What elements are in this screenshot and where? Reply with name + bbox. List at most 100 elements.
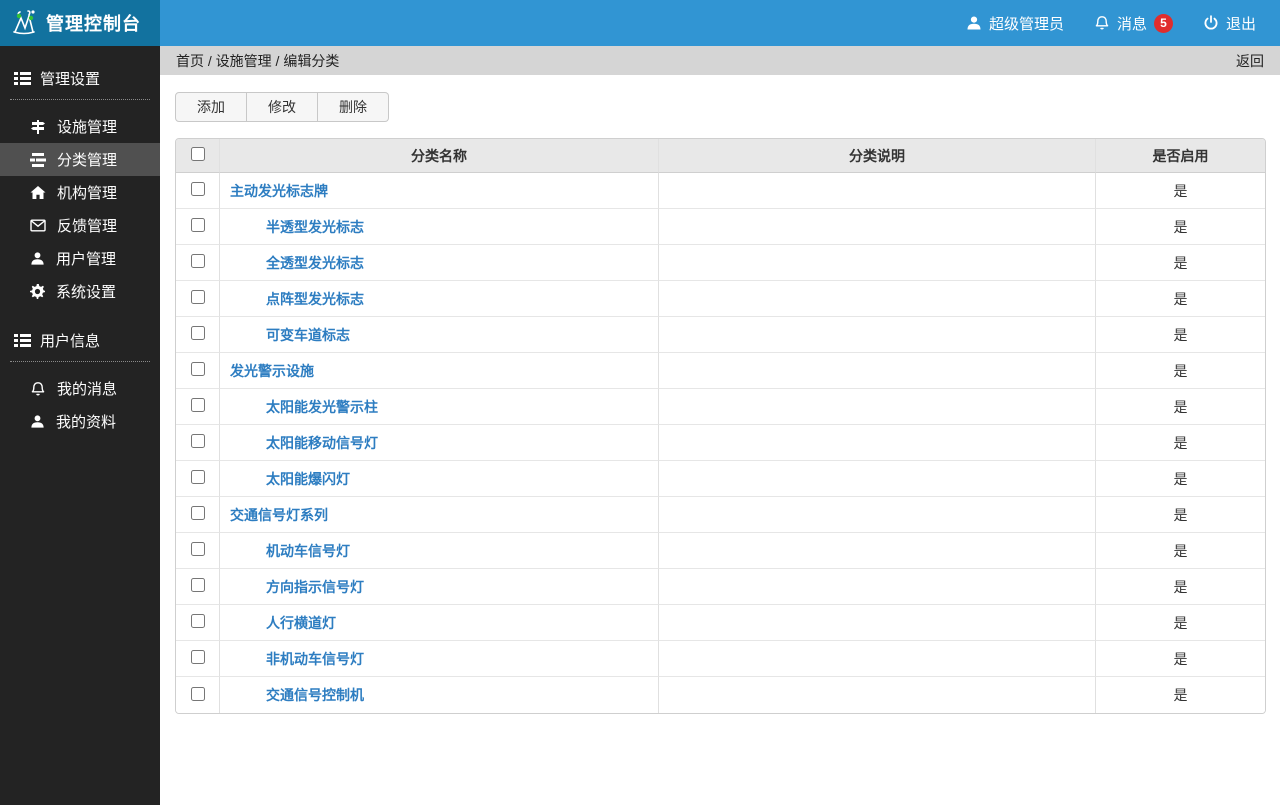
table-row: 点阵型发光标志 是 bbox=[176, 281, 1265, 317]
column-header-name: 分类名称 bbox=[219, 139, 658, 173]
row-select-cell bbox=[176, 353, 219, 389]
column-header-description: 分类说明 bbox=[658, 139, 1095, 173]
table-row: 太阳能发光警示柱 是 bbox=[176, 389, 1265, 425]
category-name-cell: 交通信号控制机 bbox=[219, 677, 658, 713]
category-enabled-cell: 是 bbox=[1095, 173, 1265, 209]
row-checkbox[interactable] bbox=[190, 686, 205, 701]
sidebar-item-label: 我的消息 bbox=[57, 381, 118, 398]
sidebar-item[interactable]: 我的消息 bbox=[0, 372, 160, 405]
category-link[interactable]: 太阳能发光警示柱 bbox=[266, 398, 378, 415]
category-description-cell bbox=[658, 209, 1095, 245]
logout-label: 退出 bbox=[1225, 15, 1256, 33]
table-row: 非机动车信号灯 是 bbox=[176, 641, 1265, 677]
signpost-icon bbox=[30, 119, 46, 135]
gear-icon bbox=[30, 284, 45, 299]
sidebar-section-label: 管理设置 bbox=[40, 71, 101, 88]
messages-button[interactable]: 消息 5 bbox=[1094, 13, 1173, 34]
row-checkbox[interactable] bbox=[190, 506, 205, 520]
category-description-cell bbox=[658, 461, 1095, 497]
category-name-cell: 方向指示信号灯 bbox=[219, 569, 658, 605]
edit-button[interactable]: 修改 bbox=[247, 92, 318, 122]
row-select-cell bbox=[176, 281, 219, 317]
sidebar-item[interactable]: 分类管理 bbox=[0, 143, 160, 176]
delete-button[interactable]: 删除 bbox=[318, 92, 389, 122]
row-select-cell bbox=[176, 425, 219, 461]
back-link[interactable]: 返回 bbox=[1236, 52, 1264, 69]
table-row: 交通信号灯系列 是 bbox=[176, 497, 1265, 533]
divider bbox=[10, 99, 150, 100]
envelope-icon bbox=[30, 219, 46, 232]
bell-icon bbox=[30, 381, 46, 397]
list-icon bbox=[14, 333, 31, 348]
sidebar: 管理设置设施管理分类管理机构管理 反馈管理 用户管理 系统设置用户信息我的消息我的资料 bbox=[0, 46, 160, 805]
main-content: 添加 修改 删除 分类名称 分类说明 是否启用 主动发光标志牌是半透型发光标志是… bbox=[160, 75, 1280, 714]
category-name-cell: 交通信号灯系列 bbox=[219, 497, 658, 533]
category-link[interactable]: 交通信号灯系列 bbox=[230, 506, 328, 523]
category-link[interactable]: 非机动车信号灯 bbox=[266, 650, 364, 667]
sidebar-item[interactable]: 我的资料 bbox=[0, 405, 160, 438]
row-checkbox[interactable] bbox=[190, 182, 205, 196]
table-row: 太阳能爆闪灯 是 bbox=[176, 461, 1265, 497]
select-all-checkbox[interactable] bbox=[190, 147, 205, 161]
row-checkbox[interactable] bbox=[190, 254, 205, 268]
row-checkbox[interactable] bbox=[190, 290, 205, 304]
table-row: 半透型发光标志 是 bbox=[176, 209, 1265, 245]
category-description-cell bbox=[658, 281, 1095, 317]
sidebar-item[interactable]: 机构管理 bbox=[0, 176, 160, 209]
user-icon bbox=[966, 15, 982, 31]
row-checkbox[interactable] bbox=[190, 578, 205, 592]
category-link[interactable]: 点阵型发光标志 bbox=[266, 290, 364, 307]
row-checkbox[interactable] bbox=[190, 434, 205, 448]
category-description-cell bbox=[658, 641, 1095, 677]
category-link[interactable]: 全透型发光标志 bbox=[266, 254, 364, 271]
category-link[interactable]: 人行横道灯 bbox=[266, 614, 336, 631]
sidebar-section-label: 用户信息 bbox=[40, 333, 101, 350]
row-select-cell bbox=[176, 605, 219, 641]
add-button[interactable]: 添加 bbox=[175, 92, 247, 122]
user-icon bbox=[30, 251, 45, 266]
category-description-cell bbox=[658, 677, 1095, 713]
category-link[interactable]: 发光警示设施 bbox=[230, 362, 314, 379]
row-checkbox[interactable] bbox=[190, 326, 205, 340]
sidebar-item[interactable]: 反馈管理 bbox=[0, 209, 160, 242]
category-link[interactable]: 可变车道标志 bbox=[266, 326, 350, 343]
sidebar-item[interactable]: 设施管理 bbox=[0, 110, 160, 143]
category-name-cell: 全透型发光标志 bbox=[219, 245, 658, 281]
row-checkbox[interactable] bbox=[190, 470, 205, 484]
category-enabled-cell: 是 bbox=[1095, 317, 1265, 353]
row-checkbox[interactable] bbox=[190, 650, 205, 664]
category-link[interactable]: 太阳能爆闪灯 bbox=[266, 470, 350, 487]
current-user[interactable]: 超级管理员 bbox=[966, 13, 1064, 34]
messages-count-badge: 5 bbox=[1153, 13, 1173, 33]
category-enabled-cell: 是 bbox=[1095, 677, 1265, 713]
row-select-cell bbox=[176, 461, 219, 497]
category-name-cell: 非机动车信号灯 bbox=[219, 641, 658, 677]
row-checkbox[interactable] bbox=[190, 542, 205, 556]
table-row: 主动发光标志牌 是 bbox=[176, 173, 1265, 209]
row-checkbox[interactable] bbox=[190, 362, 205, 376]
category-link[interactable]: 机动车信号灯 bbox=[266, 542, 350, 559]
sidebar-item[interactable]: 用户管理 bbox=[0, 242, 160, 275]
category-link[interactable]: 太阳能移动信号灯 bbox=[266, 434, 378, 451]
category-description-cell bbox=[658, 425, 1095, 461]
category-link[interactable]: 半透型发光标志 bbox=[266, 218, 364, 235]
category-name-cell: 太阳能发光警示柱 bbox=[219, 389, 658, 425]
stream-icon bbox=[30, 152, 46, 167]
row-checkbox[interactable] bbox=[190, 218, 205, 232]
messages-label: 消息 bbox=[1116, 15, 1147, 33]
table-header-row: 分类名称 分类说明 是否启用 bbox=[176, 139, 1265, 173]
category-link[interactable]: 主动发光标志牌 bbox=[230, 182, 328, 199]
breadcrumb: 首页 / 设施管理 / 编辑分类 bbox=[176, 52, 340, 69]
row-select-cell bbox=[176, 245, 219, 281]
category-link[interactable]: 交通信号控制机 bbox=[266, 687, 364, 703]
row-select-cell bbox=[176, 641, 219, 677]
logout-button[interactable]: 退出 bbox=[1203, 13, 1256, 34]
category-name-cell: 半透型发光标志 bbox=[219, 209, 658, 245]
category-link[interactable]: 方向指示信号灯 bbox=[266, 578, 364, 595]
sidebar-item[interactable]: 系统设置 bbox=[0, 275, 160, 308]
table-row: 太阳能移动信号灯 是 bbox=[176, 425, 1265, 461]
category-enabled-cell: 是 bbox=[1095, 389, 1265, 425]
row-checkbox[interactable] bbox=[190, 398, 205, 412]
sidebar-item-label: 分类管理 bbox=[57, 152, 118, 169]
row-checkbox[interactable] bbox=[190, 614, 205, 628]
